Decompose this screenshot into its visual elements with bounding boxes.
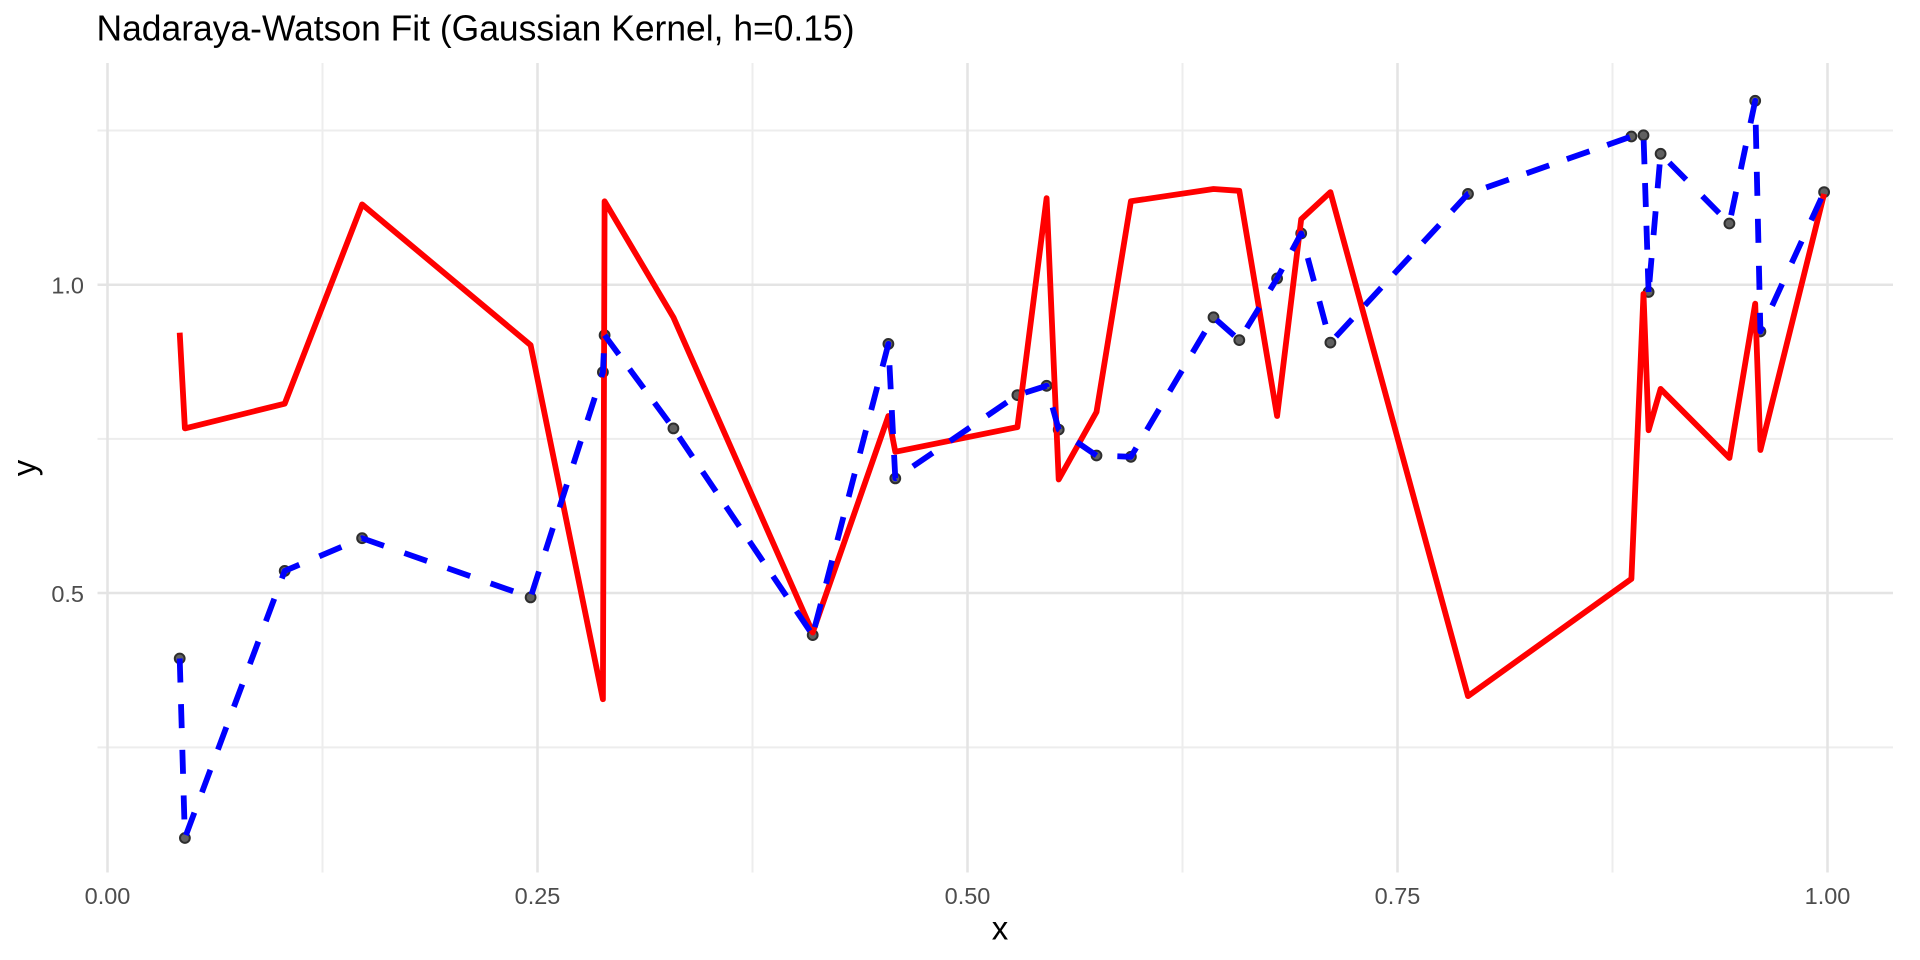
- svg-text:0.5: 0.5: [51, 581, 84, 607]
- svg-text:0.50: 0.50: [945, 883, 991, 909]
- svg-text:1.0: 1.0: [51, 273, 84, 299]
- svg-text:x: x: [992, 909, 1009, 946]
- svg-text:Nadaraya-Watson Fit (Gaussian: Nadaraya-Watson Fit (Gaussian Kernel, h=…: [97, 8, 855, 49]
- svg-text:0.25: 0.25: [515, 883, 561, 909]
- svg-text:0.75: 0.75: [1375, 883, 1421, 909]
- svg-text:1.00: 1.00: [1805, 883, 1851, 909]
- svg-text:0.00: 0.00: [85, 883, 131, 909]
- svg-text:y: y: [6, 459, 43, 476]
